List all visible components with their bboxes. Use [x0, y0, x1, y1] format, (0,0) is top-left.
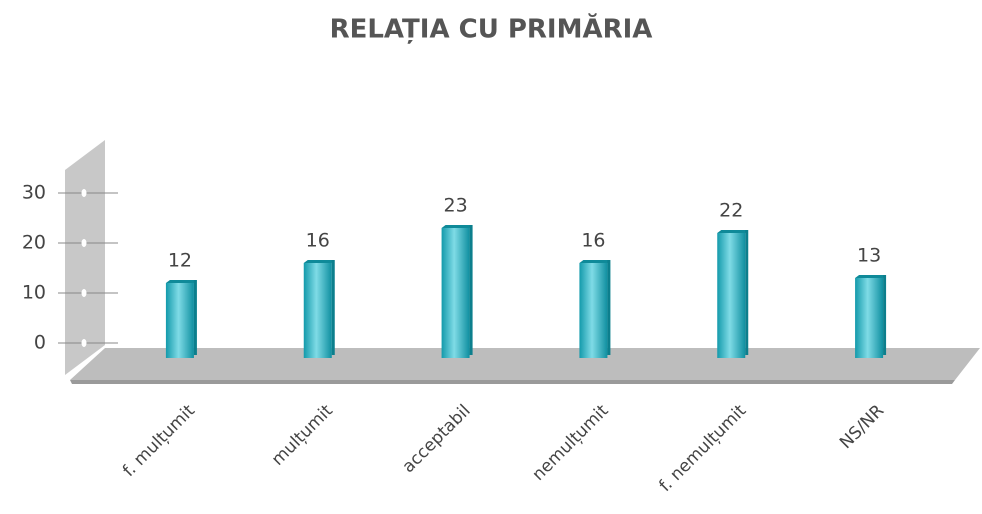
y-tick-label: 0: [34, 332, 46, 354]
bar: [855, 278, 884, 358]
bar: [579, 263, 608, 358]
bar: [717, 233, 746, 358]
bar-top: [441, 225, 472, 228]
bar-side: [469, 225, 473, 355]
floor: [70, 348, 980, 380]
x-tick-label: f. nemulțumit: [655, 401, 750, 496]
tick-dot: [81, 239, 87, 247]
bar-side: [331, 260, 335, 355]
y-tick-label: 20: [22, 232, 46, 254]
back-wall: [65, 140, 105, 375]
tick-dot: [81, 339, 87, 347]
tick-dot: [81, 289, 87, 297]
x-tick-label: nemulțumit: [529, 401, 613, 485]
y-tick-label: 10: [22, 282, 46, 304]
value-label: 23: [443, 195, 467, 217]
x-tick-label: acceptabil: [399, 401, 475, 477]
x-tick-label: mulțumit: [268, 401, 337, 470]
bar-side: [607, 260, 611, 355]
chart-title: RELAȚIA CU PRIMĂRIA: [330, 13, 653, 45]
bar: [441, 228, 470, 358]
bar-side: [193, 280, 197, 355]
bar-top: [165, 280, 196, 283]
bar-top: [303, 260, 334, 263]
value-label: 12: [168, 250, 192, 272]
bar-side: [883, 275, 887, 355]
x-tick-label: NS/NR: [836, 401, 888, 453]
x-tick-label: f. mulțumit: [119, 401, 199, 481]
bar-top: [717, 230, 748, 233]
bar-top: [579, 260, 610, 263]
bar: [303, 263, 332, 358]
value-label: 13: [857, 245, 881, 267]
value-label: 16: [306, 230, 330, 252]
value-label: 16: [581, 230, 605, 252]
bar-side: [745, 230, 749, 355]
bar: [165, 283, 194, 358]
bar-top: [855, 275, 886, 278]
floor-edge: [70, 380, 955, 384]
tick-dot: [81, 189, 87, 197]
value-label: 22: [719, 200, 743, 222]
y-tick-label: 30: [22, 182, 46, 204]
